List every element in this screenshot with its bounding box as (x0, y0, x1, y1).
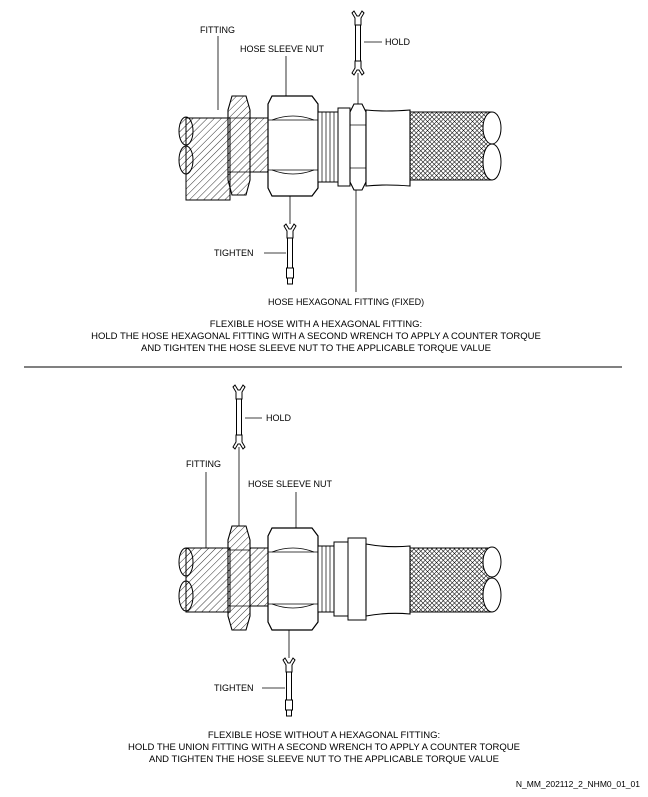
caption-top-line-2: HOLD THE HOSE HEXAGONAL FITTING WITH A S… (91, 331, 541, 342)
label-hold-top: HOLD (385, 37, 411, 47)
label-tighten-bottom: TIGHTEN (214, 683, 254, 693)
hold-wrench-icon (351, 10, 365, 104)
leader-lines-bottom (205, 417, 297, 689)
figure-top: FITTING HOSE SLEEVE NUT HOLD TIGHTEN HOS… (91, 10, 541, 354)
caption-top-line-1: FLEXIBLE HOSE WITH A HEXAGONAL FITTING: (210, 319, 422, 330)
hose-sleeve-nut-bottom (267, 527, 319, 631)
leader-lines-top (217, 36, 382, 292)
label-fitting-bottom: FITTING (186, 459, 221, 469)
fitting-hex (227, 95, 251, 196)
caption-bottom-line-3: AND TIGHTEN THE HOSE SLEEVE NUT TO THE A… (149, 754, 499, 765)
threaded-stem (249, 117, 269, 173)
hose-sleeve-nut (267, 95, 319, 197)
fitting-tube-left-bottom (178, 547, 231, 613)
hold-wrench-icon-bottom (232, 384, 246, 526)
hose-hexagonal-fitting (349, 103, 367, 191)
figure-bottom: HOLD FITTING HOSE SLEEVE NUT TIGHTEN FLE… (128, 384, 520, 765)
label-fitting-top: FITTING (200, 25, 235, 35)
label-tighten-top: TIGHTEN (214, 248, 254, 258)
hose-socket (365, 109, 411, 187)
ribbed-collar (317, 107, 351, 187)
label-hose-sleeve-nut-top: HOSE SLEEVE NUT (240, 44, 325, 54)
fitting-tube-left (178, 116, 231, 201)
label-hold-bottom: HOLD (266, 413, 292, 423)
threaded-stem-bottom (249, 547, 269, 607)
caption-bottom-line-1: FLEXIBLE HOSE WITHOUT A HEXAGONAL FITTIN… (208, 730, 440, 741)
hose-socket-bottom (365, 543, 411, 617)
ribbed-collar-bottom (317, 537, 367, 621)
tighten-wrench-icon-bottom (282, 630, 296, 717)
reference-code: N_MM_202112_2_NHM0_01_01 (516, 779, 640, 789)
braided-hose-bottom (409, 546, 502, 613)
label-hose-hex-fitting: HOSE HEXAGONAL FITTING (FIXED) (268, 297, 424, 307)
label-hose-sleeve-nut-bottom: HOSE SLEEVE NUT (248, 479, 333, 489)
union-fitting-hex (227, 525, 251, 631)
caption-bottom-line-2: HOLD THE UNION FITTING WITH A SECOND WRE… (128, 742, 520, 753)
caption-top-line-3: AND TIGHTEN THE HOSE SLEEVE NUT TO THE A… (141, 343, 491, 354)
braided-hose (409, 111, 502, 181)
tighten-wrench-icon (283, 196, 297, 285)
